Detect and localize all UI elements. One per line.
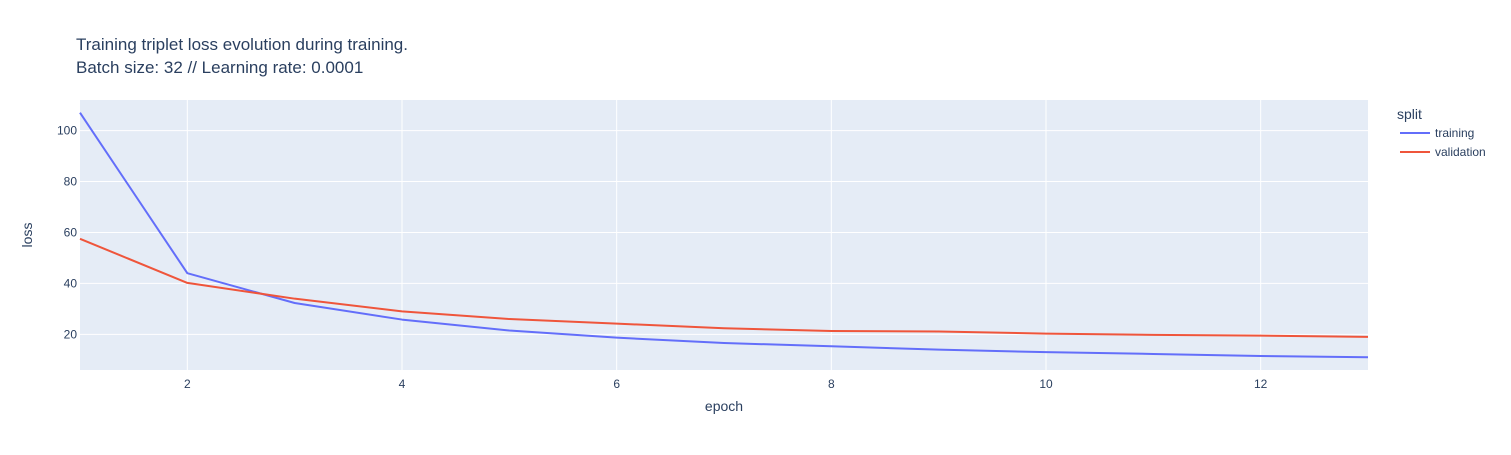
grid-lines [80,100,1368,370]
x-tick-label: 4 [399,377,406,391]
x-tick-label: 6 [613,377,620,391]
chart-title: Training triplet loss evolution during t… [76,35,408,54]
x-tick-label: 12 [1254,377,1268,391]
series-line-training [79,112,1369,359]
y-tick-label: 100 [57,124,77,138]
legend-label: validation [1435,145,1486,159]
y-axis-label: loss [19,223,35,248]
x-tick-label: 10 [1039,377,1053,391]
series-line-validation [79,237,1369,338]
x-axis-label: epoch [705,398,743,414]
chart-subtitle: Batch size: 32 // Learning rate: 0.0001 [76,58,363,77]
y-tick-label: 40 [64,276,78,290]
y-tick-label: 80 [64,175,78,189]
legend: split training validation [1397,106,1486,159]
y-tick-label: 20 [64,327,78,341]
x-tick-label: 8 [828,377,835,391]
y-tick-label: 60 [64,225,78,239]
legend-label: training [1435,126,1474,140]
series-lines [79,112,1369,359]
tick-labels: 2 4 6 8 10 12 20 40 60 80 100 [57,124,1268,391]
legend-item-validation[interactable]: validation [1400,145,1486,159]
legend-title: split [1397,106,1422,122]
x-tick-label: 2 [184,377,191,391]
legend-items: training validation [1400,126,1486,159]
plot-area [80,100,1368,370]
legend-item-training[interactable]: training [1400,126,1474,140]
